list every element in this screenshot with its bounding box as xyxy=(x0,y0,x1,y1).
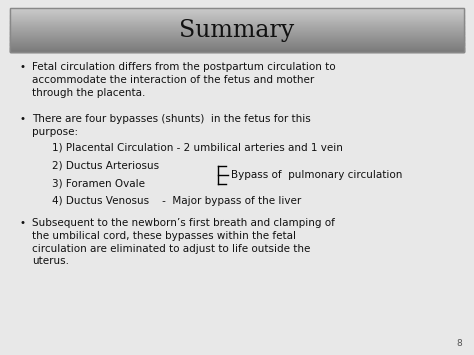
Bar xyxy=(10,39,464,40)
Bar xyxy=(10,22,464,23)
Bar xyxy=(10,23,464,24)
Bar xyxy=(10,43,464,44)
Bar xyxy=(10,8,464,9)
Text: 3) Foramen Ovale: 3) Foramen Ovale xyxy=(52,178,145,188)
Bar xyxy=(10,16,464,17)
Bar xyxy=(10,45,464,46)
Bar xyxy=(10,48,464,49)
Bar xyxy=(10,36,464,37)
Bar xyxy=(10,12,464,13)
Bar xyxy=(10,13,464,14)
Bar xyxy=(10,18,464,20)
Bar xyxy=(10,21,464,22)
Bar xyxy=(10,24,464,26)
Text: Summary: Summary xyxy=(179,18,295,42)
Text: •: • xyxy=(20,114,26,124)
Bar xyxy=(10,29,464,31)
Bar xyxy=(10,26,464,27)
Bar xyxy=(10,17,464,18)
Bar xyxy=(10,23,464,24)
Bar xyxy=(10,17,464,18)
Bar xyxy=(10,51,464,53)
Bar xyxy=(10,10,464,11)
Bar xyxy=(10,13,464,15)
Bar xyxy=(10,43,464,44)
Bar xyxy=(10,39,464,40)
Bar xyxy=(10,26,464,27)
Bar xyxy=(10,49,464,50)
Bar xyxy=(10,41,464,42)
Bar xyxy=(10,19,464,20)
Bar xyxy=(10,38,464,39)
Bar xyxy=(10,38,464,39)
Bar xyxy=(10,31,464,32)
Text: •: • xyxy=(20,218,26,228)
Bar xyxy=(10,50,464,51)
Bar xyxy=(10,9,464,10)
Bar xyxy=(10,27,464,28)
Text: •: • xyxy=(20,62,26,72)
Bar xyxy=(10,40,464,41)
Bar xyxy=(10,25,464,26)
Bar xyxy=(10,48,464,49)
Bar xyxy=(10,28,464,29)
Bar xyxy=(10,11,464,12)
Bar xyxy=(10,20,464,21)
Bar xyxy=(10,37,464,38)
Bar xyxy=(10,29,464,30)
Bar xyxy=(10,31,464,32)
Bar xyxy=(10,11,464,12)
Bar xyxy=(10,21,464,22)
Bar xyxy=(10,34,464,36)
Bar xyxy=(10,46,464,47)
Bar xyxy=(10,34,464,35)
Bar xyxy=(10,18,464,19)
Bar xyxy=(10,28,464,29)
Bar xyxy=(10,32,464,33)
Bar xyxy=(10,16,464,17)
Text: 1) Placental Circulation - 2 umbilical arteries and 1 vein: 1) Placental Circulation - 2 umbilical a… xyxy=(52,142,343,152)
Text: 2) Ductus Arteriosus: 2) Ductus Arteriosus xyxy=(52,160,159,170)
Bar xyxy=(10,15,464,16)
Bar xyxy=(10,49,464,50)
Bar xyxy=(10,32,464,33)
Bar xyxy=(10,42,464,43)
Text: Fetal circulation differs from the postpartum circulation to
accommodate the int: Fetal circulation differs from the postp… xyxy=(32,62,336,98)
Bar xyxy=(10,45,464,47)
Bar xyxy=(10,22,464,23)
Bar xyxy=(10,27,464,28)
Bar xyxy=(10,51,464,52)
Bar xyxy=(10,47,464,48)
Bar xyxy=(10,33,464,34)
Text: There are four bypasses (shunts)  in the fetus for this
purpose:: There are four bypasses (shunts) in the … xyxy=(32,114,311,137)
Bar xyxy=(10,50,464,51)
Bar xyxy=(10,10,464,11)
Bar xyxy=(10,14,464,15)
Text: 8: 8 xyxy=(456,339,462,348)
Bar xyxy=(10,30,464,31)
Text: Subsequent to the newborn’s first breath and clamping of
the umbilical cord, the: Subsequent to the newborn’s first breath… xyxy=(32,218,335,266)
Bar xyxy=(10,12,464,13)
Bar xyxy=(10,42,464,43)
Bar xyxy=(10,20,464,21)
Bar xyxy=(10,24,464,25)
Bar xyxy=(10,9,464,10)
Bar xyxy=(10,44,464,45)
Bar xyxy=(10,15,464,16)
Bar xyxy=(10,40,464,42)
Text: 4) Ductus Venosus    -  Major bypass of the liver: 4) Ductus Venosus - Major bypass of the … xyxy=(52,196,301,206)
Bar xyxy=(10,37,464,38)
Bar xyxy=(10,44,464,45)
Bar xyxy=(10,35,464,36)
Bar xyxy=(10,47,464,48)
Bar xyxy=(10,36,464,37)
Bar xyxy=(10,33,464,34)
Text: Bypass of  pulmonary circulation: Bypass of pulmonary circulation xyxy=(231,170,402,180)
